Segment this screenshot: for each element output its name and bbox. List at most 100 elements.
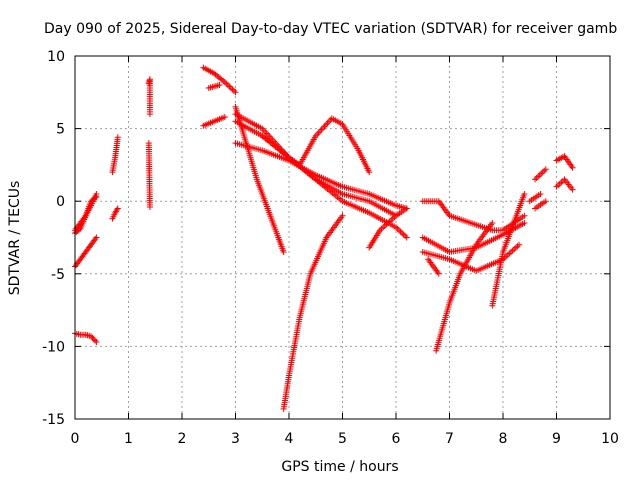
series-arc-18 — [366, 205, 410, 251]
series-arc-28 — [553, 153, 576, 171]
data-point — [226, 83, 233, 90]
data-point — [435, 270, 442, 277]
data-point — [324, 120, 331, 127]
x-tick-label: 2 — [178, 431, 187, 447]
data-point — [366, 169, 373, 176]
series-arc-22 — [433, 219, 496, 354]
plot-frame — [74, 55, 611, 420]
series-arc-21 — [419, 241, 523, 274]
series-arc-14 — [232, 111, 410, 241]
series-arc-29 — [553, 176, 576, 193]
axis-ticks — [74, 55, 611, 420]
data-point — [230, 87, 237, 94]
x-tick-label: 1 — [124, 431, 133, 447]
series-arc-25 — [526, 190, 544, 205]
data-point — [521, 212, 528, 219]
y-tick-label: 5 — [56, 122, 65, 138]
data-point — [224, 82, 231, 89]
series-arc-5 — [109, 134, 121, 176]
data-point — [516, 241, 523, 248]
data-point — [532, 176, 539, 183]
series-arc-8 — [145, 140, 153, 211]
series-arc-2 — [72, 234, 100, 270]
series-arc-20 — [419, 219, 528, 256]
data-point — [113, 206, 120, 213]
x-tick-label: 10 — [601, 431, 619, 447]
data-points — [72, 64, 576, 412]
data-point — [317, 128, 324, 135]
x-tick-label: 0 — [71, 431, 80, 447]
y-tick-label: -10 — [42, 339, 65, 355]
series-arc-16 — [259, 132, 399, 219]
data-point — [569, 164, 576, 171]
data-point — [539, 169, 546, 176]
data-point — [92, 337, 99, 344]
data-point — [89, 334, 96, 341]
series-arc-26 — [532, 166, 549, 183]
y-axis-label: SDTVAR / TECUs — [7, 181, 23, 296]
series-arc-4 — [72, 193, 100, 237]
data-point — [93, 234, 100, 241]
data-point — [90, 336, 97, 343]
x-tick-label: 6 — [392, 431, 401, 447]
series-arc-23 — [489, 190, 528, 309]
data-point — [114, 134, 121, 141]
y-tick-label: 10 — [47, 49, 65, 65]
data-point — [216, 82, 223, 89]
x-tick-label: 8 — [499, 431, 508, 447]
series-arc-11 — [205, 82, 223, 91]
y-tick-label: 0 — [56, 194, 65, 210]
data-point — [146, 111, 153, 118]
data-point — [521, 190, 528, 197]
x-tick-labels: 0 1 2 3 4 5 6 7 8 9 10 — [71, 431, 619, 447]
data-point — [93, 193, 100, 200]
series-arc-7 — [145, 76, 153, 118]
data-point — [541, 167, 548, 174]
data-point — [400, 231, 407, 238]
data-point — [88, 333, 95, 340]
series-arc-24 — [425, 256, 442, 277]
data-point — [227, 84, 234, 91]
series-arc-27 — [532, 198, 549, 212]
series-arc-15 — [232, 140, 410, 212]
data-point — [403, 234, 410, 241]
grid — [75, 56, 610, 419]
data-point — [114, 205, 121, 212]
x-tick-label: 7 — [445, 431, 454, 447]
data-point — [533, 174, 540, 181]
data-point — [489, 219, 496, 226]
data-point — [396, 227, 403, 234]
data-point — [318, 126, 325, 133]
data-point — [538, 170, 545, 177]
data-point — [229, 86, 236, 93]
series-arc-6 — [109, 205, 121, 222]
y-tick-label: -5 — [51, 267, 65, 283]
data-point — [542, 166, 549, 173]
series-arc-9 — [200, 64, 239, 96]
data-point — [320, 124, 327, 131]
data-point — [521, 219, 528, 226]
data-point — [569, 186, 576, 193]
data-point — [339, 212, 346, 219]
data-point — [536, 172, 543, 179]
data-point — [221, 113, 228, 120]
data-point — [397, 228, 404, 235]
x-tick-label: 3 — [231, 431, 240, 447]
data-point — [535, 173, 542, 180]
data-point — [399, 230, 406, 237]
data-point — [146, 204, 153, 211]
x-tick-label: 9 — [552, 431, 561, 447]
data-point — [232, 89, 239, 96]
chart-title: Day 090 of 2025, Sidereal Day-to-day VTE… — [44, 21, 617, 37]
y-tick-labels: 10 5 0 -5 -10 -15 — [42, 49, 65, 428]
series-arc-10 — [200, 113, 228, 129]
x-tick-label: 5 — [338, 431, 347, 447]
data-point — [402, 233, 409, 240]
data-point — [92, 235, 99, 242]
data-point — [322, 121, 329, 128]
data-point — [542, 198, 549, 205]
y-tick-label: -15 — [42, 412, 65, 428]
x-axis-label: GPS time / hours — [281, 459, 398, 475]
data-point — [93, 339, 100, 346]
